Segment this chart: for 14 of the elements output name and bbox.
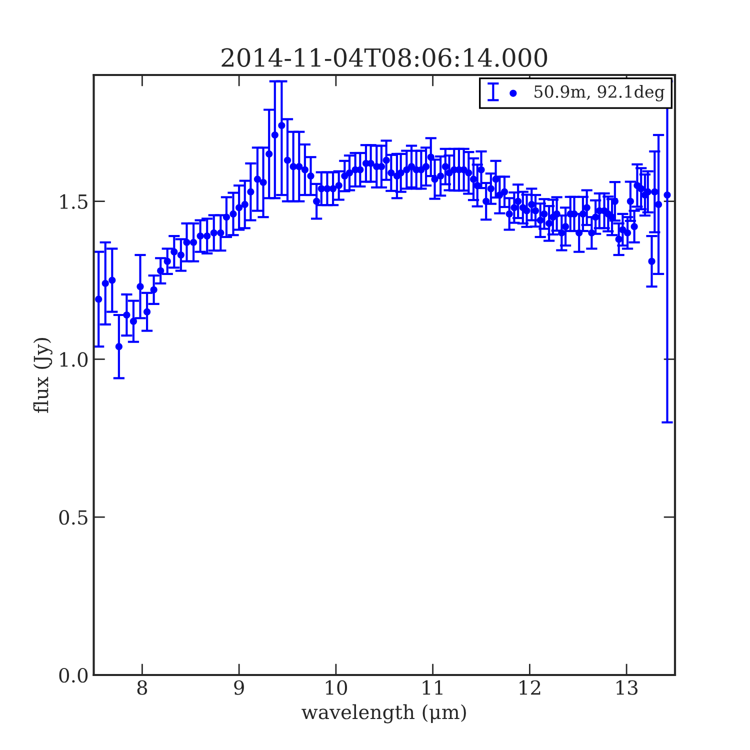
- x-tick-label: 10: [326, 680, 348, 695]
- x-tick-label: 13: [616, 680, 638, 695]
- legend-label: 50.9m, 92.1deg: [534, 85, 665, 102]
- x-tick-label: 9: [234, 680, 244, 695]
- y-tick-label: 1.0: [60, 352, 88, 367]
- x-axis-title: wavelength (μm): [302, 704, 466, 724]
- x-tick-label: 11: [422, 680, 442, 695]
- x-tick-label: 8: [137, 680, 148, 695]
- x-tick-label: 12: [520, 680, 540, 695]
- y-tick-label: 0.0: [59, 668, 88, 683]
- chart-title: 2014-11-04T08:06:14.000: [222, 48, 548, 68]
- y-tick-label: 1.5: [60, 194, 88, 209]
- y-axis-title: flux (Jy): [33, 338, 52, 413]
- y-tick-label: 0.5: [59, 510, 88, 525]
